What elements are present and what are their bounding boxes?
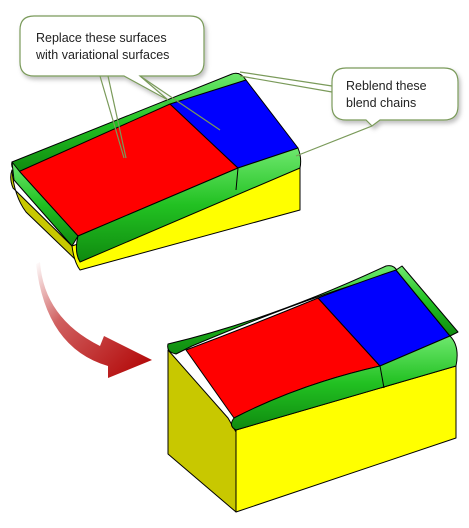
curved-arrow-icon <box>36 262 152 378</box>
callout-replace-bubble <box>19 15 205 101</box>
leader-to-blue <box>139 75 221 131</box>
callout-replace <box>19 15 205 101</box>
leader-to-back-blend-2 <box>239 75 333 93</box>
leader-to-front-blend <box>295 125 373 157</box>
callout-reblend-line1: Reblend these <box>346 79 427 93</box>
original-front-face <box>71 167 301 271</box>
original-part <box>10 72 302 271</box>
original-blend-seam <box>235 167 239 191</box>
arrow-shaft <box>36 262 152 378</box>
leader-to-red-2 <box>107 75 127 159</box>
result-front-blend <box>230 335 458 431</box>
callout-reblend-line2: blend chains <box>346 96 416 110</box>
callout-replace-line2: with variational surfaces <box>35 48 169 62</box>
leader-to-red <box>99 75 125 159</box>
original-front-blend <box>75 147 302 263</box>
leader-to-back-blend <box>239 71 333 87</box>
result-part <box>167 265 459 513</box>
original-left-blend <box>11 161 79 247</box>
callout-reblend-bubble <box>331 67 459 127</box>
callout-replace-leaders <box>99 75 221 159</box>
result-blend-seam <box>379 365 385 389</box>
callout-reblend-leaders <box>239 71 373 157</box>
callout-reblend <box>331 67 459 127</box>
callout-replace-line1: Replace these surfaces <box>36 31 167 45</box>
result-corner-blend <box>395 265 459 337</box>
